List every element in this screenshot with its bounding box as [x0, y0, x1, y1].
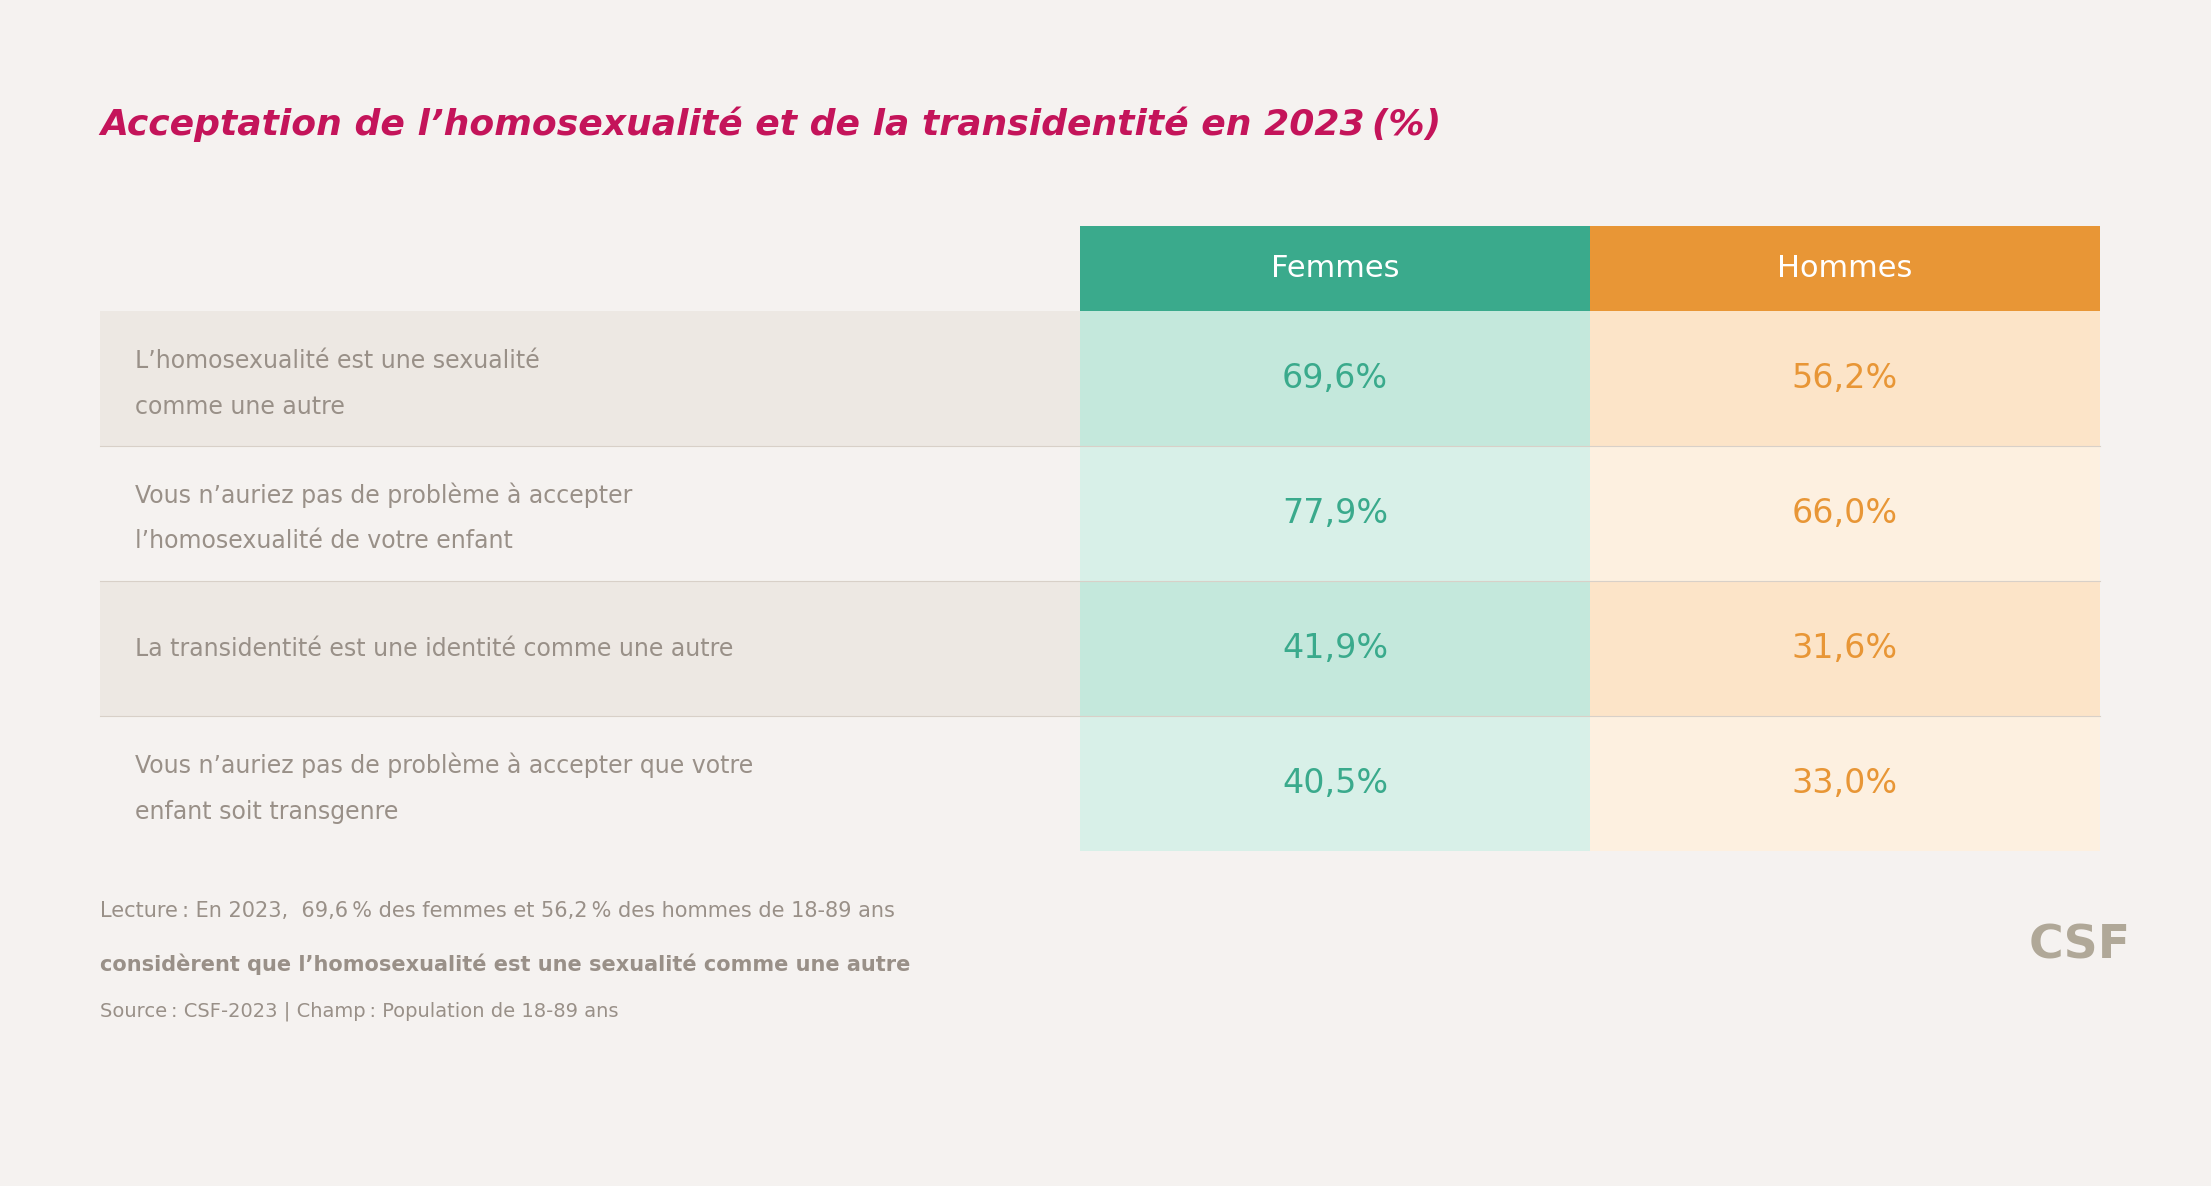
Bar	[1590, 311, 2100, 446]
Bar	[99, 446, 1079, 581]
Bar	[1079, 227, 1590, 311]
Text: 69,6%: 69,6%	[1282, 362, 1389, 395]
Text: Femmes: Femmes	[1271, 254, 1400, 283]
Text: 40,5%: 40,5%	[1282, 767, 1389, 801]
Bar	[1079, 581, 1590, 716]
Text: 77,9%: 77,9%	[1282, 497, 1389, 530]
Bar	[1590, 227, 2100, 311]
Bar	[1079, 311, 1590, 446]
Text: Lecture : En 2023,  69,6 % des femmes et 56,2 % des hommes de 18-89 ans: Lecture : En 2023, 69,6 % des femmes et …	[99, 901, 895, 922]
Text: comme une autre: comme une autre	[135, 395, 345, 419]
Bar	[99, 716, 1079, 852]
Text: 41,9%: 41,9%	[1282, 632, 1389, 665]
Bar	[1079, 446, 1590, 581]
Text: 31,6%: 31,6%	[1791, 632, 1897, 665]
Text: Vous n’auriez pas de problème à accepter: Vous n’auriez pas de problème à accepter	[135, 483, 632, 509]
Bar	[99, 311, 1079, 446]
Bar	[1590, 581, 2100, 716]
Text: considèrent que l’homosexualité est une sexualité comme une autre: considèrent que l’homosexualité est une …	[99, 954, 911, 975]
Text: L’homosexualité est une sexualité: L’homosexualité est une sexualité	[135, 349, 539, 372]
Bar	[1590, 716, 2100, 852]
Text: Vous n’auriez pas de problème à accepter que votre: Vous n’auriez pas de problème à accepter…	[135, 753, 754, 778]
Text: 66,0%: 66,0%	[1791, 497, 1897, 530]
Bar	[1590, 446, 2100, 581]
Text: Hommes: Hommes	[1778, 254, 1913, 283]
Text: l’homosexualité de votre enfant: l’homosexualité de votre enfant	[135, 529, 513, 554]
Text: La transidentité est une identité comme une autre: La transidentité est une identité comme …	[135, 637, 734, 661]
Text: 56,2%: 56,2%	[1791, 362, 1897, 395]
Text: CSF: CSF	[2030, 924, 2131, 969]
Text: enfant soit transgenre: enfant soit transgenre	[135, 799, 398, 823]
Text: 33,0%: 33,0%	[1791, 767, 1897, 801]
Text: Source : CSF-2023 | Champ : Population de 18-89 ans: Source : CSF-2023 | Champ : Population d…	[99, 1001, 619, 1020]
Bar	[99, 581, 1079, 716]
Bar	[1079, 716, 1590, 852]
Text: Acceptation de l’homosexualité et de la transidentité en 2023 (%): Acceptation de l’homosexualité et de la …	[99, 106, 1442, 141]
